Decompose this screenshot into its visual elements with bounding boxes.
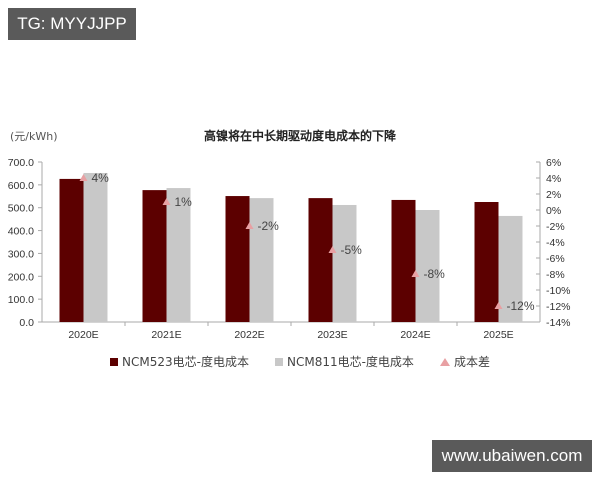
bar-ncm811	[83, 172, 108, 322]
bar-ncm523	[225, 196, 250, 322]
y-axis-tick-label: 200.0	[8, 271, 34, 283]
x-axis-category-label: 2024E	[400, 329, 430, 341]
y-axis-tick-label: 600.0	[8, 180, 34, 192]
y2-axis-tick-label: -10%	[546, 285, 571, 297]
bar-ncm523	[474, 202, 499, 322]
x-axis-category-label: 2020E	[68, 329, 98, 341]
legend-item-ncm523: NCM523电芯-度电成本	[110, 353, 249, 370]
y-axis-tick-label: 400.0	[8, 226, 34, 238]
y-axis-tick-label: 700.0	[8, 157, 34, 169]
cost-diff-marker	[494, 302, 503, 309]
watermark-top-left: TG: MYYJJPP	[8, 8, 136, 40]
y-axis-unit-label: (元/kWh)	[10, 130, 58, 143]
bar-ncm811	[249, 198, 274, 322]
bar-ncm523	[59, 178, 84, 322]
bar-ncm523	[142, 190, 167, 322]
cost-diff-label: 4%	[92, 171, 110, 185]
bar-ncm811	[498, 215, 523, 322]
cost-diff-marker	[245, 222, 254, 229]
watermark-bottom-right: www.ubaiwen.com	[432, 440, 592, 472]
y-axis-tick-label: 0.0	[19, 317, 34, 329]
y2-axis-tick-label: -12%	[546, 301, 571, 313]
y2-axis-tick-label: 2%	[546, 189, 561, 201]
bar-ncm523	[308, 198, 333, 322]
legend-swatch-ncm811	[274, 357, 283, 366]
y2-axis-tick-label: 0%	[546, 205, 561, 217]
x-axis-category-label: 2022E	[234, 329, 264, 341]
x-axis-category-label: 2023E	[317, 329, 347, 341]
y-axis-tick-label: 500.0	[8, 203, 34, 215]
bar-ncm811	[166, 188, 191, 322]
bar-ncm523	[391, 199, 416, 322]
y2-axis-tick-label: -4%	[546, 237, 565, 249]
cost-diff-marker	[328, 246, 337, 253]
legend-item-cost-diff: 成本差	[439, 353, 490, 370]
y2-axis-tick-label: -14%	[546, 317, 571, 329]
cost-diff-label: -2%	[258, 219, 280, 233]
bar-ncm811	[415, 210, 440, 322]
y2-axis-tick-label: 6%	[546, 157, 561, 169]
y-axis-tick-label: 100.0	[8, 294, 34, 306]
cost-diff-marker	[162, 198, 171, 205]
y2-axis-tick-label: 4%	[546, 173, 561, 185]
legend-item-ncm811: NCM811电芯-度电成本	[274, 353, 414, 370]
y2-axis-tick-label: -6%	[546, 253, 565, 265]
bar-ncm811	[332, 204, 357, 322]
cost-diff-label: -5%	[341, 243, 363, 257]
legend-swatch-ncm523	[110, 357, 119, 366]
x-axis-category-label: 2025E	[483, 329, 513, 341]
cost-diff-marker	[411, 270, 420, 277]
y-axis-tick-label: 300.0	[8, 248, 34, 260]
cost-diff-label: 1%	[175, 195, 193, 209]
triangle-marker-icon	[439, 357, 450, 366]
cost-diff-label: -12%	[507, 299, 535, 313]
x-axis-category-label: 2021E	[151, 329, 181, 341]
chart-legend: NCM523电芯-度电成本 NCM811电芯-度电成本 成本差	[0, 353, 600, 370]
cost-diff-label: -8%	[424, 267, 446, 281]
chart-title: 高镍将在中长期驱动度电成本的下降	[203, 129, 396, 143]
y2-axis-tick-label: -2%	[546, 221, 565, 233]
y2-axis-tick-label: -8%	[546, 269, 565, 281]
cost-diff-marker	[79, 174, 88, 181]
